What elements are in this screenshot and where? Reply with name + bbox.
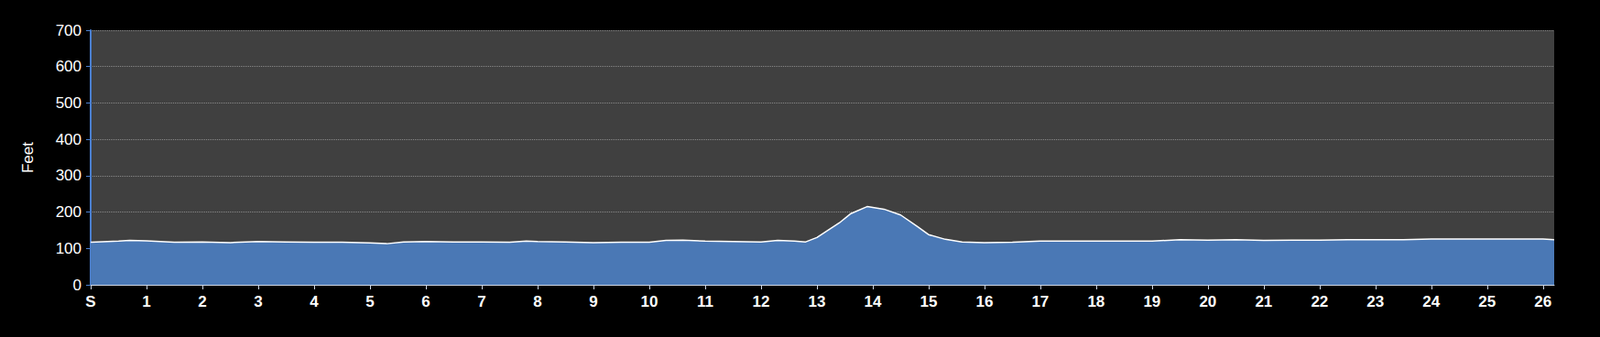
svg-text:16: 16 <box>975 293 993 311</box>
svg-text:300: 300 <box>55 166 82 185</box>
svg-text:25: 25 <box>1478 293 1496 311</box>
svg-text:9: 9 <box>588 293 598 311</box>
svg-text:700: 700 <box>55 21 82 40</box>
svg-text:2: 2 <box>197 293 207 311</box>
svg-text:14: 14 <box>863 293 882 311</box>
svg-text:23: 23 <box>1366 293 1384 311</box>
svg-text:S: S <box>85 293 96 311</box>
svg-text:6: 6 <box>421 293 430 311</box>
svg-text:5: 5 <box>365 293 374 311</box>
svg-text:26: 26 <box>1534 293 1552 311</box>
svg-text:1: 1 <box>141 293 151 311</box>
svg-text:15: 15 <box>919 293 937 311</box>
svg-text:11: 11 <box>696 293 714 311</box>
svg-text:0: 0 <box>73 276 82 294</box>
svg-text:12: 12 <box>751 293 770 311</box>
svg-text:13: 13 <box>807 293 826 311</box>
svg-text:3: 3 <box>253 293 262 311</box>
svg-text:600: 600 <box>55 57 82 76</box>
svg-text:17: 17 <box>1031 293 1049 311</box>
svg-text:100: 100 <box>55 239 82 258</box>
svg-text:8: 8 <box>533 293 542 311</box>
svg-text:10: 10 <box>640 293 658 311</box>
svg-text:7: 7 <box>477 293 486 311</box>
svg-text:21: 21 <box>1254 293 1273 311</box>
svg-text:20: 20 <box>1198 293 1217 311</box>
svg-text:18: 18 <box>1087 293 1105 311</box>
svg-text:24: 24 <box>1422 293 1440 311</box>
svg-text:19: 19 <box>1142 293 1161 311</box>
svg-text:200: 200 <box>55 203 82 221</box>
svg-text:Feet: Feet <box>19 141 37 174</box>
svg-text:500: 500 <box>55 94 82 112</box>
svg-text:22: 22 <box>1310 293 1328 311</box>
svg-text:400: 400 <box>55 130 82 149</box>
svg-text:4: 4 <box>309 293 319 311</box>
